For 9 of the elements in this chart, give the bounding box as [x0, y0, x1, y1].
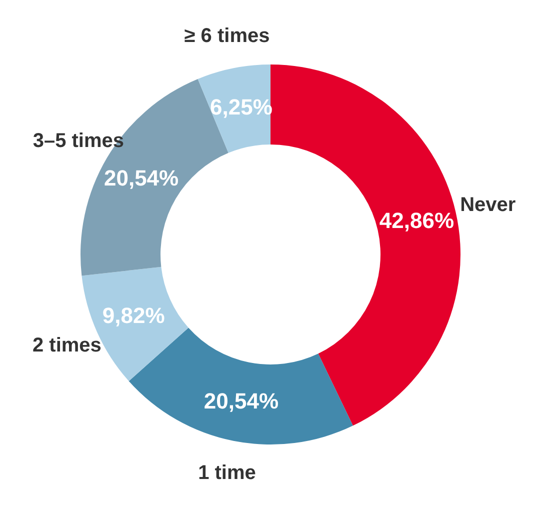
donut-slice: [128, 328, 353, 444]
data-label: 42,86%: [379, 208, 454, 234]
slice-label: 2 times: [32, 334, 102, 357]
slice-label: Never: [460, 194, 516, 216]
data-label: 9,82%: [102, 302, 165, 328]
slice-label: ≥ 6 times: [184, 24, 270, 47]
slice-label: 1 time: [198, 462, 256, 484]
data-label: 20,54%: [204, 388, 279, 414]
data-label: 20,54%: [104, 165, 179, 190]
